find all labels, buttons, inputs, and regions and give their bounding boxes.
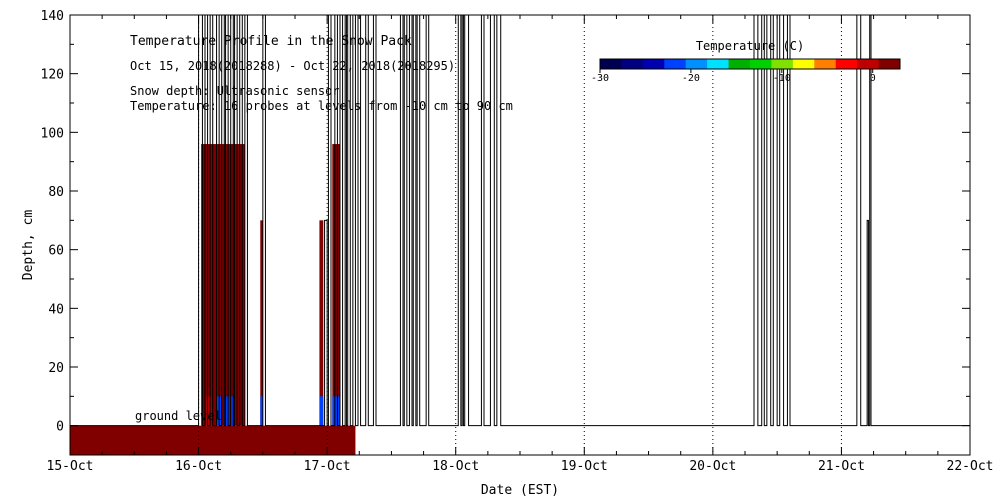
x-tick-label-6: 21-Oct: [818, 459, 865, 474]
snow-depth-trace: [70, 14, 970, 427]
x-tick-label-4: 19-Oct: [561, 459, 608, 474]
y-tick-label-120: 120: [41, 68, 64, 83]
temperature-cell-13: [332, 396, 340, 426]
x-tick-label-2: 17-Oct: [304, 459, 351, 474]
plot-area: [70, 15, 842, 455]
ground-temperature-band: [70, 425, 356, 455]
temperature-cell-11: [319, 396, 324, 426]
temperature-cell-12: [332, 144, 340, 426]
colorbar-swatch-10: [814, 59, 837, 69]
colorbar-swatch-0: [600, 59, 622, 69]
colorbar-swatch-2: [642, 59, 665, 69]
x-tick-label-1: 16-Oct: [175, 459, 222, 474]
x-tick-label-7: 22-Oct: [947, 459, 994, 474]
temperature-cell-8: [260, 220, 263, 426]
x-tick-label-3: 18-Oct: [432, 459, 479, 474]
x-axis-label: Date (EST): [481, 483, 559, 498]
colorbar: Temperature (C) -30 -20 -10 0: [591, 39, 901, 84]
colorbar-swatch-1: [621, 59, 644, 69]
colorbar-swatch-4: [685, 59, 708, 69]
colorbar-swatch-7: [750, 59, 772, 69]
y-tick-label-60: 60: [48, 244, 64, 259]
colorbar-swatch-5: [707, 59, 730, 69]
colorbar-tick-label-0: -30: [591, 73, 609, 84]
y-tick-label-20: 20: [48, 361, 64, 376]
temperature-cell-7: [230, 396, 235, 426]
y-tick-label-100: 100: [41, 126, 64, 141]
temperature-cell-6: [224, 396, 230, 426]
ground-level-label: ground level: [135, 409, 222, 423]
y-tick-label-140: 140: [41, 9, 64, 24]
y-tick-label-40: 40: [48, 302, 64, 317]
chart-title: Temperature Profile in the Snow Pack: [130, 34, 412, 49]
y-tick-label-0: 0: [56, 420, 64, 435]
x-tick-label-5: 20-Oct: [689, 459, 736, 474]
colorbar-title: Temperature (C): [696, 39, 804, 53]
colorbar-swatch-8: [771, 59, 794, 69]
y-axis-label: Depth, cm: [21, 210, 36, 281]
temperature-cell-9: [260, 396, 263, 426]
axes: 0 20 40 60 80 100 120 140 15-Oct 16-Oct 17-Oct 18-O…: [41, 9, 994, 474]
colorbar-swatch-3: [664, 59, 687, 69]
colorbar-tick-label-2: -10: [773, 73, 791, 84]
temperature-cell-4: [206, 396, 212, 426]
x-tick-label-0: 15-Oct: [47, 459, 94, 474]
colorbar-swatch-11: [835, 59, 858, 69]
y-tick-label-80: 80: [48, 185, 64, 200]
colorbar-frame: [599, 58, 901, 70]
colorbar-tick-label-1: -20: [682, 73, 700, 84]
colorbar-swatch-6: [728, 59, 751, 69]
note-snow-depth: Snow depth: Ultrasonic sensor: [130, 84, 340, 98]
snow-depth-line: [70, 14, 970, 427]
chart-subtitle: Oct 15, 2018(2018288) - Oct 22, 2018(201…: [130, 59, 455, 73]
temperature-cell-10: [319, 220, 324, 426]
colorbar-swatch-13: [878, 59, 901, 69]
colorbar-swatch-9: [792, 59, 815, 69]
note-temperature-probes: Temperature: 16 probes at levels from -1…: [130, 99, 513, 113]
colorbar-swatch-12: [857, 59, 880, 69]
temperature-cell-2: [224, 144, 235, 426]
colorbar-tick-label-3: 0: [870, 73, 876, 84]
